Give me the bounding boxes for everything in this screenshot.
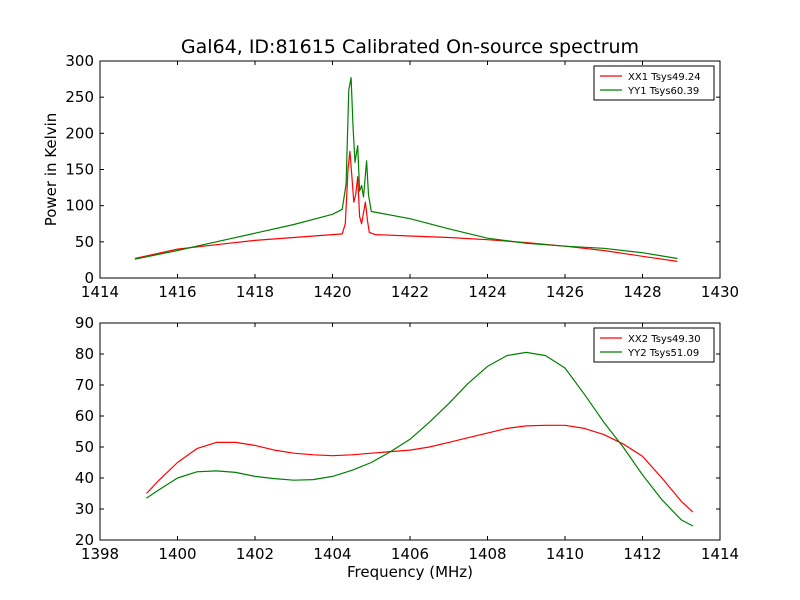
- x-tick-label: 1412: [623, 545, 661, 563]
- y-tick-label: 300: [65, 52, 94, 70]
- top-series-line-2: [134, 77, 678, 260]
- x-tick-label: 1406: [391, 545, 429, 563]
- x-tick-label: 1424: [468, 283, 506, 301]
- top-y-axis-label: Power in Kelvin: [42, 113, 60, 227]
- top-legend: XX1 Tsys49.24 YY1 Tsys60.39: [593, 65, 715, 101]
- y-tick-label: 200: [65, 124, 94, 142]
- legend-box: [593, 65, 715, 101]
- y-tick-label: 90: [75, 314, 94, 332]
- figure-title: Gal64, ID:81615 Calibrated On-source spe…: [181, 36, 639, 58]
- x-tick-label: 1414: [701, 545, 739, 563]
- y-tick-label: 0: [84, 269, 94, 287]
- x-tick-label: 1398: [81, 545, 119, 563]
- y-tick-label: 30: [75, 500, 94, 518]
- bottom-spectrum-plot: 1398 1400 1402 1404 1406 1408 1410 1412 1414 20 30…: [75, 314, 739, 581]
- legend-entry-label: XX2 Tsys49.30: [628, 334, 701, 345]
- y-tick-label: 70: [75, 376, 94, 394]
- x-tick-label: 1414: [81, 283, 119, 301]
- x-tick-label: 1428: [623, 283, 661, 301]
- bottom-legend: XX2 Tsys49.30 YY2 Tsys51.09: [593, 327, 715, 363]
- legend-entry-label: YY1 Tsys60.39: [627, 86, 699, 97]
- y-tick-label: 100: [65, 197, 94, 215]
- y-tick-label: 40: [75, 469, 94, 487]
- x-tick-label: 1420: [313, 283, 351, 301]
- x-tick-label: 1408: [468, 545, 506, 563]
- y-tick-label: 50: [75, 233, 94, 251]
- x-tick-label: 1426: [546, 283, 584, 301]
- x-tick-label: 1404: [313, 545, 351, 563]
- bottom-x-axis-label: Frequency (MHz): [347, 563, 473, 581]
- y-tick-label: 20: [75, 531, 94, 549]
- y-tick-label: 250: [65, 88, 94, 106]
- y-tick-label: 150: [65, 161, 94, 179]
- bottom-series-line-2: [146, 351, 694, 527]
- y-tick-label: 80: [75, 345, 94, 363]
- y-tick-label: 60: [75, 407, 94, 425]
- bottom-series-line-1: [146, 424, 694, 513]
- x-tick-label: 1410: [546, 545, 584, 563]
- x-tick-label: 1422: [391, 283, 429, 301]
- legend-box: [593, 327, 715, 363]
- x-tick-label: 1400: [158, 545, 196, 563]
- x-tick-label: 1430: [701, 283, 739, 301]
- y-tick-label: 50: [75, 438, 94, 456]
- top-spectrum-plot: 1414 1416 1418 1420 1422 1424 1426 1428 1430 0 50 1…: [42, 52, 739, 301]
- top-series-line-1: [134, 150, 678, 262]
- x-tick-label: 1402: [236, 545, 274, 563]
- legend-entry-label: XX1 Tsys49.24: [628, 72, 701, 83]
- x-tick-label: 1418: [236, 283, 274, 301]
- legend-entry-label: YY2 Tsys51.09: [627, 348, 699, 359]
- x-tick-label: 1416: [158, 283, 196, 301]
